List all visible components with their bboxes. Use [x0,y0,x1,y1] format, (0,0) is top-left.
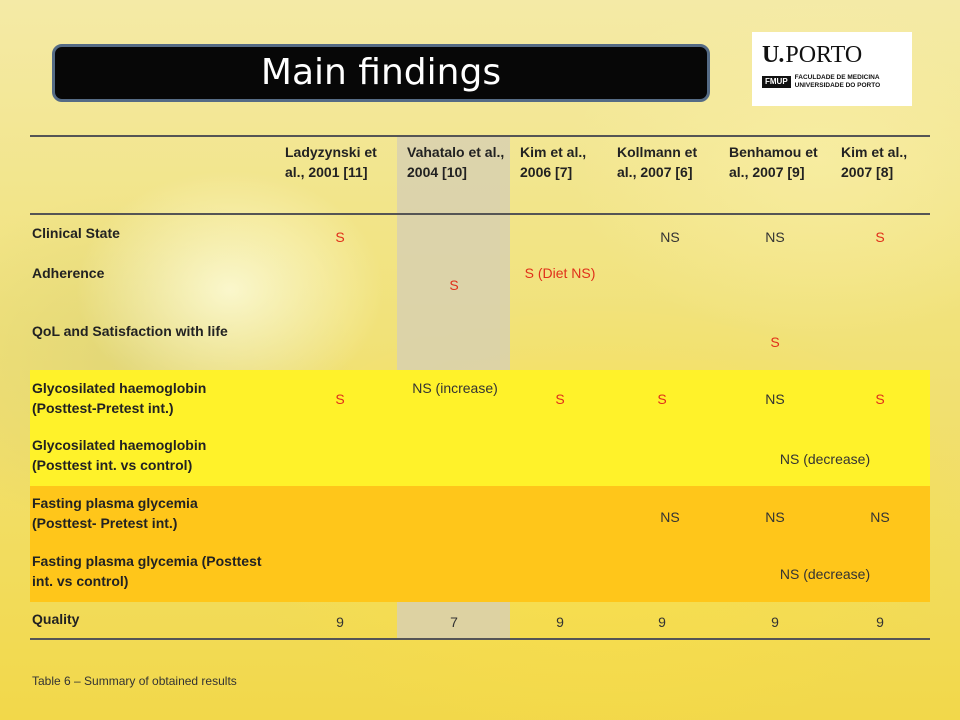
results-table: Ladyzynski et al., 2001 [11] Vahatalo et… [30,135,930,640]
logo-mark: FMUP [762,75,791,88]
header-rule [30,213,930,215]
quality-vahatalo-band [397,602,510,640]
cell-hba1c-vahatalo: NS (increase) [412,380,498,396]
cell-vahatalo-s: S [449,277,459,293]
cell-fpg-kollmann: NS [660,509,680,525]
cell-quality-vahatalo: 7 [450,614,458,630]
logo-porto: PORTO [785,41,863,68]
logo-u: U. [762,41,784,68]
vahatalo-column-band [397,135,510,370]
col-header-kollmann: Kollmann et al., 2007 [6] [617,144,698,180]
cell-hba1c-benhamou: NS [765,391,785,407]
page-title: Main findings [260,52,502,93]
row-label-hba1c-vs-control: Glycosilated haemoglobin (Posttest int. … [32,437,207,473]
table-top-rule [30,135,930,137]
hba1c-row-band [30,370,930,486]
university-logo: U. PORTO FMUP FACULDADE DE MEDICINA UNIV… [752,32,912,106]
row-label-hba1c-pre-post: Glycosilated haemoglobin (Posttest-Prete… [32,380,207,416]
cell-clinical-ladyzynski: S [335,229,345,245]
row-label-adherence: Adherence [32,265,105,281]
col-header-benhamou: Benhamou et al., 2007 [9] [729,144,818,180]
cell-benhamou-qol: S [770,334,780,350]
row-label-qol: QoL and Satisfaction with life [32,323,228,339]
cell-fpg-kim-2007: NS [870,509,890,525]
row-label-quality: Quality [32,611,80,627]
cell-hba1c-control-benhamou: NS (decrease) [779,451,871,467]
row-label-fpg-vs-control: Fasting plasma glycemia (Posttest int. v… [32,553,262,589]
cell-hba1c-ladyzynski: S [335,391,345,407]
col-header-vahatalo: Vahatalo et al., 2004 [10] [407,144,505,180]
cell-clinical-benhamou: NS [765,229,785,245]
cell-quality-kim-2007: 9 [876,614,884,630]
col-header-kim-2006: Kim et al., 2006 [7] [520,144,587,180]
cell-quality-kim-2006: 9 [556,614,564,630]
table-bottom-rule [30,638,930,640]
fpg-row-band [30,486,930,602]
cell-hba1c-kim-2007: S [875,391,885,407]
col-header-kim-2007: Kim et al., 2007 [8] [841,144,908,180]
title-bar: Main findings [52,44,710,102]
table-caption: Table 6 – Summary of obtained results [32,674,237,688]
row-label-fpg-pre-post: Fasting plasma glycemia (Posttest- Prete… [32,495,198,531]
cell-fpg-benhamou: NS [765,509,785,525]
cell-quality-benhamou: 9 [771,614,779,630]
cell-fpg-control-benhamou: NS (decrease) [779,566,871,582]
cell-kim-2006-adherence: S (Diet NS) [524,265,596,281]
cell-quality-kollmann: 9 [658,614,666,630]
row-label-clinical-state: Clinical State [32,225,120,241]
col-header-ladyzynski: Ladyzynski et al., 2001 [11] [285,144,377,180]
cell-quality-ladyzynski: 9 [336,614,344,630]
cell-hba1c-kollmann: S [657,391,667,407]
cell-hba1c-kim-2006: S [555,391,565,407]
cell-clinical-kollmann: NS [660,229,680,245]
logo-sub-1: FACULDADE DE MEDICINA [794,74,880,81]
cell-clinical-kim-2007: S [875,229,885,245]
logo-sub-2: UNIVERSIDADE DO PORTO [794,81,881,89]
